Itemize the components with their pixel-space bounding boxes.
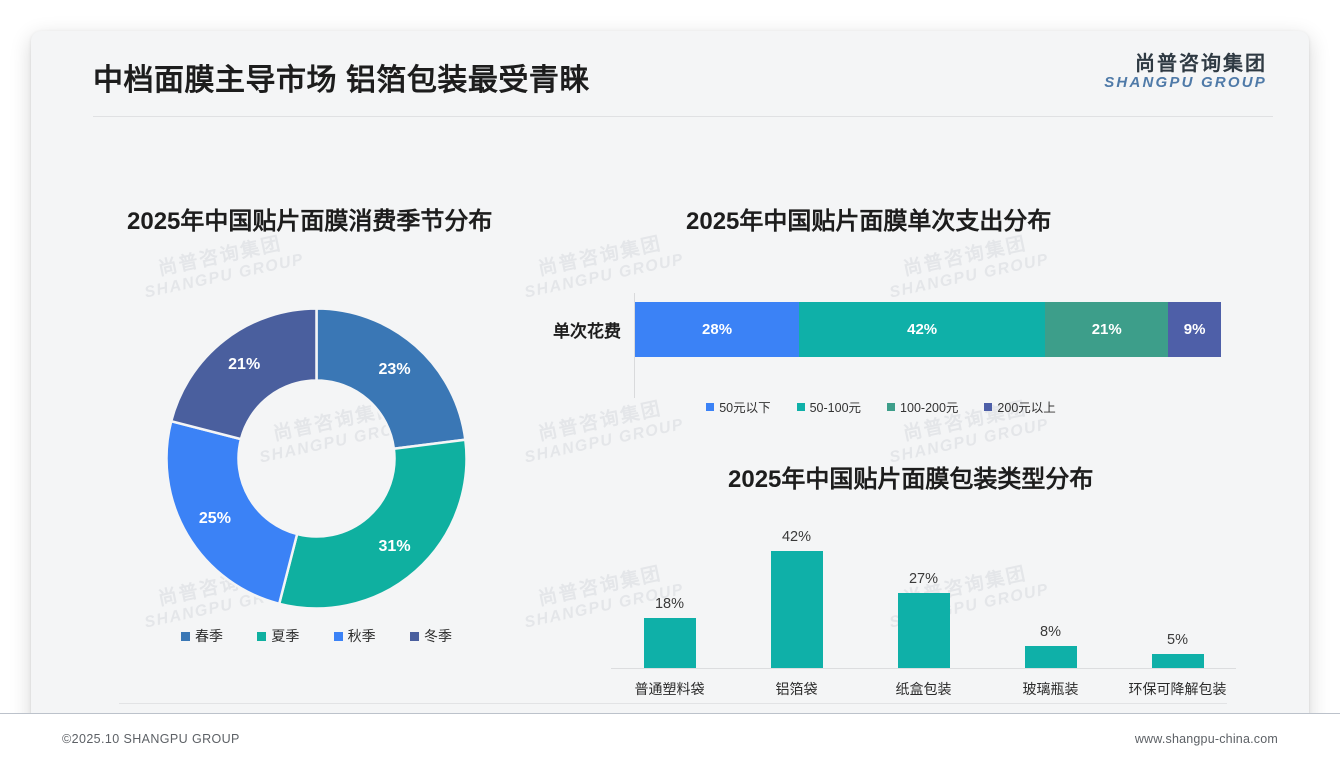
footer-divider [0,713,1340,714]
season-donut-chart: 23% 31% 25% 21% [159,301,474,616]
bar-value-label: 8% [1040,624,1061,640]
stacked-bar-legend-item[interactable]: 50-100元 [796,397,862,416]
donut-slice-label: 21% [228,356,261,374]
donut-slice[interactable] [277,438,468,610]
bar-category-label: 环保可降解包装 [1128,681,1227,697]
bar-value-label: 18% [654,596,685,612]
bar-rect[interactable] [643,618,696,668]
donut-legend-item[interactable]: 夏季 [257,626,299,646]
donut-legend-item[interactable]: 春季 [181,626,223,646]
bar-column[interactable]: 18% [611,503,729,668]
donut-legend-label: 冬季 [423,628,452,644]
slide-header: 中档面膜主导市场 铝箔包装最受青睐 尚普咨询集团 SHANGPU GROUP [31,31,1309,117]
stacked-bar-segment-label: 21% [1091,321,1122,338]
donut-slice-label: 23% [378,360,411,378]
slide-card: 尚普咨询集团 SHANGPU GROUP 尚普咨询集团 SHANGPU GROUP … [31,31,1309,745]
stacked-bar-segment[interactable]: 21% [1045,302,1169,357]
spend-stacked-bar-chart: 单次花费 28% 42% 21% 9% [531,293,1231,398]
stacked-bar-legend-item[interactable]: 50元以下 [706,397,771,416]
bar-rect[interactable] [1024,646,1077,668]
stacked-bar-segment-label: 9% [1183,321,1206,338]
stacked-bar-segment-label: 28% [702,321,733,338]
stacked-bar-segment[interactable]: 28% [635,302,800,357]
stacked-bar-segment[interactable]: 42% [799,302,1046,357]
donut-legend-label: 秋季 [347,628,376,644]
legend-swatch-icon [409,631,419,641]
stacked-bar-legend-item[interactable]: 100-200元 [887,397,958,416]
footer-copyright: ©2025.10 SHANGPU GROUP [62,732,240,746]
donut-legend-item[interactable]: 秋季 [333,626,376,646]
bar-value-label: 42% [781,529,812,545]
bar-rect[interactable] [897,593,950,668]
stacked-bar-legend-item[interactable]: 200元以上 [984,397,1056,416]
bar-column[interactable]: 27% [865,503,983,668]
donut-slice-label: 31% [378,538,411,555]
footer-website[interactable]: www.shangpu-china.com [1134,732,1278,746]
bar-value-label: 27% [908,571,939,587]
brand-logo: 尚普咨询集团 SHANGPU GROUP [1104,53,1267,92]
legend-swatch-icon [984,402,993,411]
donut-slice[interactable] [169,307,318,441]
bar-category-label: 玻璃瓶装 [1022,681,1079,697]
bar-chart-title: 2025年中国贴片面膜包装类型分布 [728,466,1094,493]
donut-legend-item[interactable]: 冬季 [409,626,452,646]
stacked-bar-segment[interactable]: 9% [1168,302,1221,357]
stacked-bar-row-label: 单次花费 [553,322,621,341]
stacked-bar-legend-label: 200元以上 [997,401,1056,415]
watermark: 尚普咨询集团 SHANGPU GROUP [143,233,306,302]
bar-column[interactable]: 8% [992,503,1110,668]
bar-rect[interactable] [1151,654,1204,668]
stacked-bar-axis [634,293,635,398]
stacked-bar-legend: 50元以下 50-100元 100-200元 200元以上 [531,397,1231,416]
bar-chart-category-axis: 普通塑料袋 铝箔袋 纸盒包装 玻璃瓶装 环保可降解包装 [606,679,1241,699]
donut-legend-label: 春季 [195,628,223,644]
donut-legend-label: 夏季 [271,628,300,644]
donut-slice[interactable] [315,307,467,451]
bar-rect[interactable] [770,551,823,668]
legend-swatch-icon [333,631,343,641]
bar-category-label: 铝箔袋 [775,681,818,697]
stacked-bar-legend-label: 100-200元 [900,401,959,415]
donut-svg [165,307,468,610]
bar-column[interactable]: 42% [738,503,856,668]
stacked-bar-title: 2025年中国贴片面膜单次支出分布 [686,208,1052,235]
legend-swatch-icon [257,631,267,641]
legend-swatch-icon [706,402,715,411]
stacked-bar-legend-label: 50元以下 [719,401,771,415]
bar-category-label: 纸盒包装 [895,681,952,697]
donut-slice[interactable] [165,419,299,606]
donut-chart-title: 2025年中国贴片面膜消费季节分布 [127,208,493,235]
legend-swatch-icon [887,402,896,411]
header-divider [93,116,1273,117]
stacked-bar-track: 28% 42% 21% 9% [635,302,1221,357]
stacked-bar-segment-label: 42% [907,321,938,338]
packaging-bar-chart: 18% 42% 27% 8% 5% 普通塑料袋 铝箔袋 纸盒包装 玻璃瓶装 环保可降解包装 [606,503,1241,708]
donut-slice-label: 25% [198,509,231,527]
brand-logo-en: SHANGPU GROUP [1104,74,1267,92]
bar-chart-plot: 18% 42% 27% 8% 5% [606,503,1241,668]
stacked-bar-legend-label: 50-100元 [809,401,862,415]
bar-column[interactable]: 5% [1119,503,1237,668]
bar-chart-baseline [611,668,1236,669]
donut-legend: 春季 夏季 秋季 冬季 [159,626,474,646]
legend-swatch-icon [181,631,190,641]
page-footer: ©2025.10 SHANGPU GROUP www.shangpu-china… [0,714,1340,780]
bar-value-label: 5% [1167,632,1188,648]
brand-logo-cn: 尚普咨询集团 [1135,53,1267,75]
page-title: 中档面膜主导市场 铝箔包装最受青睐 [93,64,590,97]
legend-swatch-icon [796,402,805,411]
bar-category-label: 普通塑料袋 [634,681,705,697]
footnote-divider [119,703,1227,704]
